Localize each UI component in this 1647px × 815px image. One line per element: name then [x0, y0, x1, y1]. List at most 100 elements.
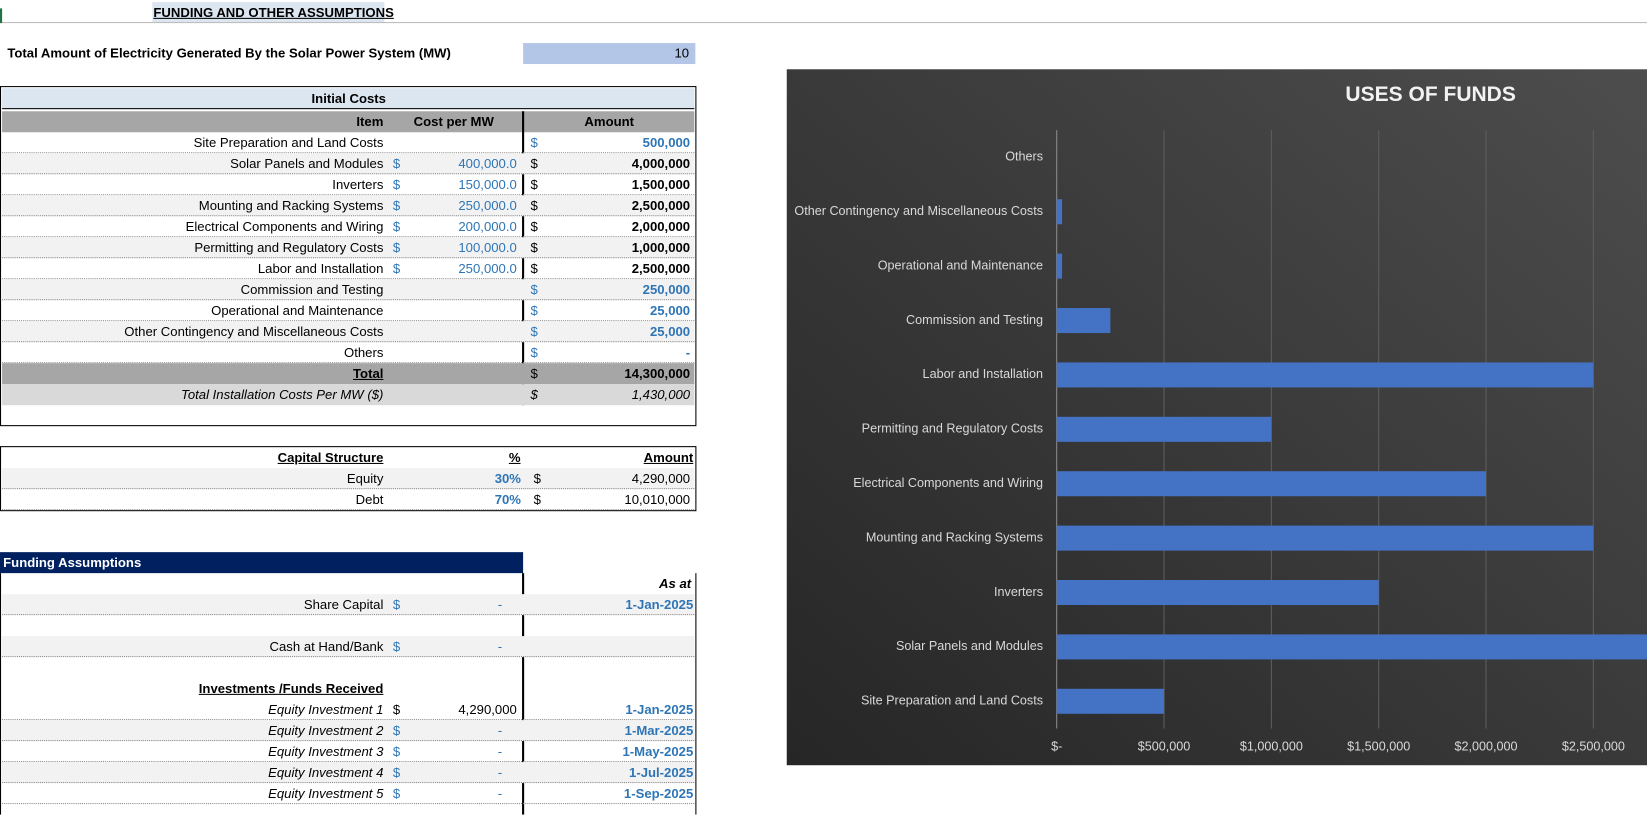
currency-symbol: $ — [530, 198, 538, 214]
bar — [1056, 362, 1594, 388]
cost-per-mw: 150,000.0 — [458, 177, 517, 193]
investment-value: - — [497, 744, 503, 759]
item-label: Equity Investment 1 — [268, 702, 384, 717]
date: 1-Sep-2025 — [623, 786, 694, 801]
amount: 500,000 — [642, 135, 691, 151]
y-tick-label: Site Preparation and Land Costs — [861, 694, 1043, 708]
currency-symbol: $ — [530, 219, 538, 235]
row-border — [2, 237, 695, 259]
amount: 10,010,000 — [624, 492, 691, 508]
cost-per-mw: 400,000.0 — [458, 156, 517, 172]
item-label: Other Contingency and Miscellaneous Cost… — [124, 324, 384, 340]
amount: - — [685, 345, 691, 361]
currency-symbol: $ — [392, 240, 401, 256]
amount: 4,290,000 — [631, 471, 691, 487]
y-tick-label: Solar Panels and Modules — [896, 639, 1043, 653]
table-title: Initial Costs — [311, 91, 386, 107]
item-label: Debt — [355, 492, 384, 508]
currency-symbol: $ — [392, 156, 401, 172]
bar — [1056, 471, 1487, 497]
item-label: Equity Investment 3 — [268, 744, 384, 759]
date: 1-May-2025 — [622, 744, 694, 759]
currency-symbol: $ — [392, 723, 401, 738]
amount: 2,500,000 — [631, 261, 691, 277]
currency-symbol: $ — [392, 198, 401, 214]
currency-symbol: $ — [392, 702, 401, 717]
item-label: Share Capital — [303, 597, 384, 612]
amount: 250,000 — [642, 282, 691, 298]
bar — [1056, 579, 1379, 606]
cost-per-mw: 200,000.0 — [458, 219, 517, 235]
electricity-value: 10 — [674, 46, 690, 61]
item-label: Others — [343, 345, 384, 361]
y-tick-label: Other Contingency and Miscellaneous Cost… — [794, 204, 1043, 218]
section-title: Funding Assumptions — [3, 555, 142, 570]
investment-value: 4,290,000 — [458, 702, 517, 717]
currency-symbol: $ — [530, 303, 538, 319]
bar — [1056, 525, 1594, 551]
x-tick-label: $500,000 — [1138, 740, 1191, 754]
row-border — [2, 300, 695, 322]
column-header: Amount — [584, 114, 635, 130]
item-label: Commission and Testing — [240, 282, 384, 298]
currency-symbol: $ — [530, 156, 538, 172]
percent: 30% — [494, 471, 521, 487]
total-row-bg — [2, 363, 695, 385]
currency-symbol: $ — [533, 492, 541, 508]
currency-symbol: $ — [392, 219, 401, 235]
item-label: Equity Investment 4 — [268, 765, 384, 780]
y-tick-label: Mounting and Racking Systems — [866, 530, 1043, 544]
item-label: Operational and Maintenance — [211, 303, 384, 319]
x-tick-label: $- — [1051, 740, 1062, 754]
share-capital-value: - — [497, 597, 503, 612]
amount: 2,500,000 — [631, 198, 691, 214]
title-bg — [152, 2, 385, 23]
y-tick-label: Commission and Testing — [906, 313, 1043, 327]
amount: 1,500,000 — [631, 177, 691, 193]
row-border — [2, 594, 695, 616]
investment-value: - — [497, 786, 503, 801]
date: 1-Jan-2025 — [625, 597, 694, 612]
cost-per-mw: 250,000.0 — [458, 198, 517, 214]
bar — [1056, 308, 1111, 334]
currency-symbol: $ — [392, 786, 401, 801]
currency-symbol: $ — [392, 597, 401, 612]
currency-symbol: $ — [530, 261, 538, 277]
y-tick-label: Electrical Components and Wiring — [853, 476, 1043, 490]
chart-title: USES OF FUNDS — [1345, 83, 1515, 106]
row-border — [2, 468, 695, 490]
row-border — [2, 132, 695, 154]
section-subtitle: Investments /Funds Received — [198, 681, 384, 696]
funding-box — [0, 573, 697, 815]
row-border — [2, 174, 695, 196]
funding-header-bg — [0, 552, 524, 574]
currency-symbol: $ — [530, 282, 538, 298]
currency-symbol: $ — [530, 324, 538, 340]
item-label: Permitting and Regulatory Costs — [194, 240, 384, 256]
currency-symbol: $ — [392, 639, 401, 654]
y-tick-label: Others — [1005, 150, 1043, 164]
initial-costs-box — [0, 86, 697, 427]
currency-symbol: $ — [530, 177, 538, 193]
x-tick-label: $2,000,000 — [1455, 740, 1518, 754]
item-label: Electrical Components and Wiring — [185, 219, 384, 235]
date: 1-Jan-2025 — [625, 702, 694, 717]
row-border — [2, 489, 695, 511]
x-tick-label: $1,500,000 — [1347, 740, 1410, 754]
row-border — [2, 720, 695, 742]
header-rule — [0, 22, 1647, 24]
column-header: Cost per MW — [413, 114, 494, 130]
currency-symbol: $ — [530, 366, 538, 382]
initial-costs-title-bg — [2, 88, 695, 110]
bar — [1056, 688, 1165, 714]
row-border — [2, 258, 695, 280]
currency-symbol: $ — [392, 744, 401, 759]
total-label: Total — [353, 366, 384, 382]
x-tick-label: $1,000,000 — [1240, 740, 1303, 754]
cash-value: - — [497, 639, 503, 654]
amount: 1,000,000 — [631, 240, 691, 256]
date: 1-Jul-2025 — [629, 765, 694, 780]
row-border — [2, 153, 695, 175]
column-divider — [522, 111, 524, 406]
bar — [1056, 253, 1063, 279]
